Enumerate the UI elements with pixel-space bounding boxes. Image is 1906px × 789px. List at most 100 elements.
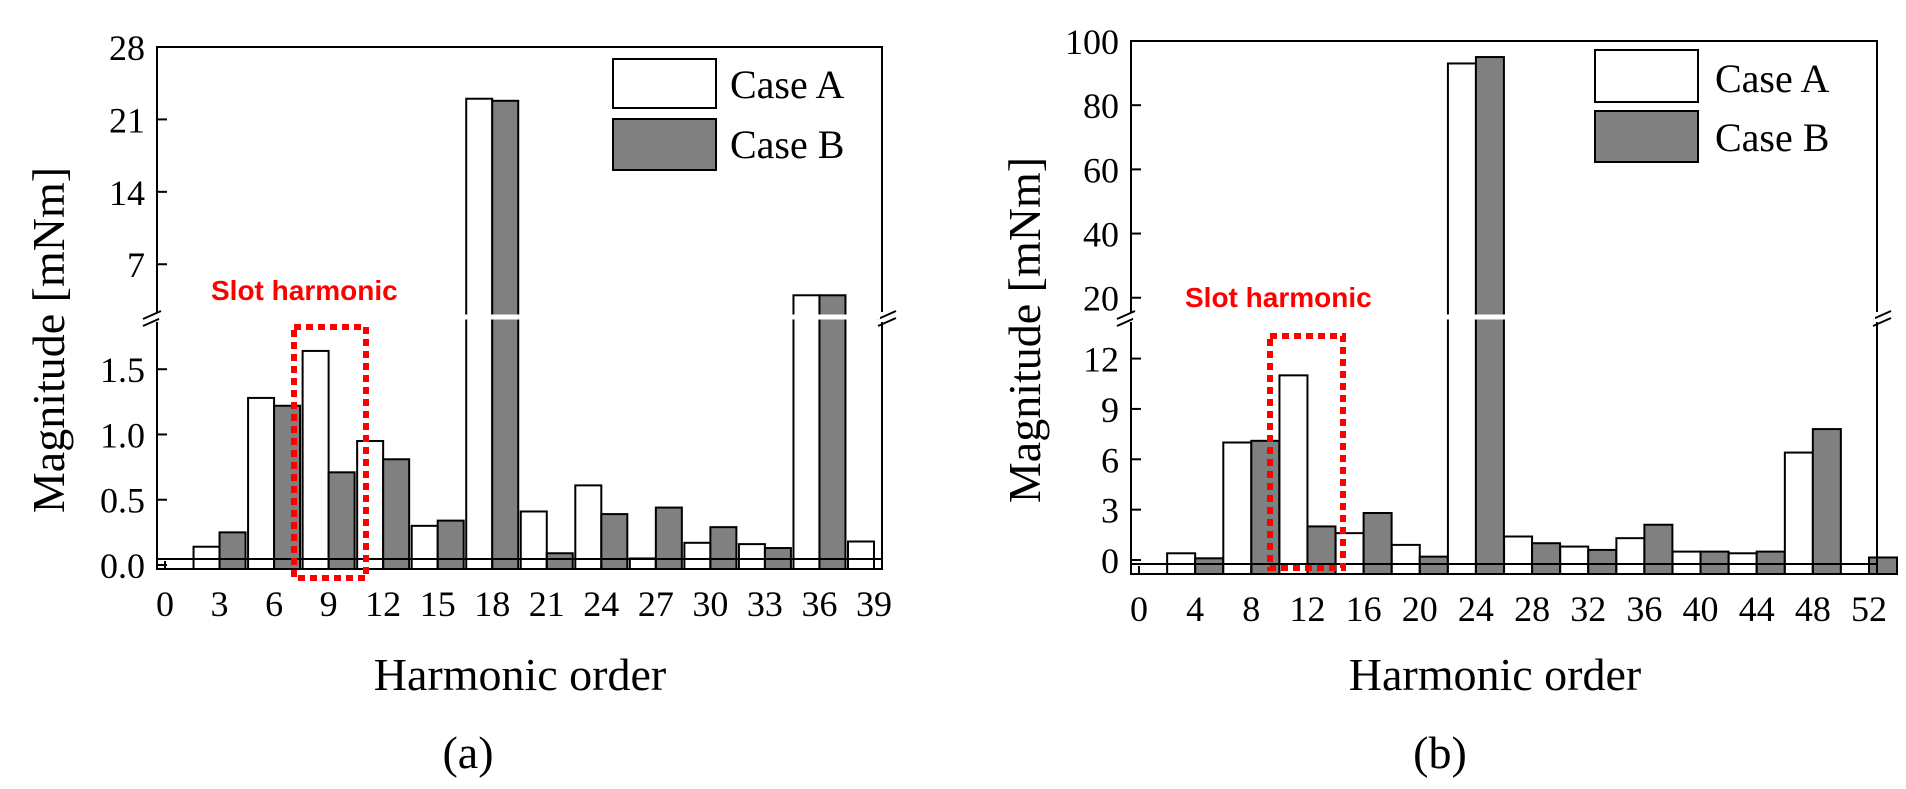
axis-break-mark-left-b (1116, 310, 1136, 327)
x-tick-label-a: 36 (801, 584, 837, 624)
bar-case-a-h39 (847, 540, 875, 570)
bar-case-a-h24 (574, 484, 603, 570)
bar-case-a-h32 (1559, 545, 1590, 575)
bar-case-b-h12 (382, 458, 411, 570)
bar-case-a-h40 (1671, 550, 1702, 575)
x-ticks-a: 0 3 6 9 12 15 18 21 24 27 30 33 36 39 (156, 561, 892, 624)
x-tick-label-a: 18 (474, 584, 510, 624)
y-ticks-a: 0.0 0.5 1.0 1.5 7 14 21 28 (100, 28, 167, 586)
axis-break-mark-left-a (142, 310, 162, 327)
legend-a: Case A Case B (612, 58, 845, 171)
bar-case-b-h3 (218, 531, 247, 570)
legend-swatch-case-a (612, 58, 717, 109)
bar-case-a-h27 (628, 557, 657, 571)
bar-case-a-h12 (1278, 374, 1309, 575)
y-tick-label-b: 40 (1083, 215, 1119, 255)
x-tick-label-b: 36 (1626, 589, 1662, 629)
x-tick-label-a: 39 (856, 584, 892, 624)
y-tick-label-b: 6 (1101, 440, 1119, 480)
x-tick-label-b: 40 (1683, 589, 1719, 629)
y-axis-label-a: Magnitude [mNm] (23, 167, 74, 513)
axis-break-gap-right-b (1875, 312, 1889, 322)
bar-case-b-h24 (600, 513, 629, 570)
bar-case-b-h36 (818, 294, 847, 570)
axis-break-gap-left-b (1119, 312, 1133, 322)
bar-case-b-h30 (709, 526, 738, 570)
axis-break-mark-right-a (877, 310, 897, 327)
y-tick-label-a: 1.0 (100, 415, 145, 455)
x-tick-label-a: 33 (747, 584, 783, 624)
y-tick-label-b: 0 (1101, 541, 1119, 581)
bar-case-b-h52 (1868, 556, 1898, 575)
bar-case-a-h48 (1783, 451, 1814, 576)
axis-break-gap-right-a (880, 312, 894, 322)
x-tick-label-b: 12 (1289, 589, 1325, 629)
y-ticks-b: 0 3 6 9 12 20 40 60 80 100 (1065, 22, 1141, 581)
x-tick-label-b: 24 (1458, 589, 1494, 629)
y-tick-label-b: 12 (1083, 340, 1119, 380)
x-tick-label-a: 6 (265, 584, 283, 624)
bar-case-a-h15 (410, 524, 439, 570)
x-ticks-b: 0 4 8 12 16 20 24 28 32 36 40 44 48 52 (1130, 566, 1887, 629)
bar-case-b-h40 (1699, 550, 1730, 575)
legend-swatch-case-b (612, 118, 717, 171)
bar-case-b-h18 (491, 99, 520, 571)
y-tick-label-b: 9 (1101, 390, 1119, 430)
y-tick-label-b: 60 (1083, 150, 1119, 190)
x-tick-label-b: 48 (1795, 589, 1831, 629)
bar-case-b-h15 (436, 519, 465, 570)
bar-case-a-h9 (301, 349, 330, 570)
y-tick-label-a: 0.5 (100, 481, 145, 521)
bar-case-a-h36 (1615, 537, 1646, 576)
bar-case-a-h12 (356, 440, 385, 570)
legend-swatch-case-a (1594, 49, 1699, 103)
x-axis-label-a: Harmonic order (374, 649, 667, 700)
y-tick-label-b: 100 (1065, 22, 1119, 62)
legend-b: Case A Case B (1594, 49, 1830, 163)
panel-label-a: (a) (442, 727, 493, 778)
plot-frame-b (1116, 40, 1892, 575)
plot-border-a (156, 46, 883, 570)
x-tick-label-b: 8 (1242, 589, 1260, 629)
x-tick-label-a: 24 (583, 584, 619, 624)
y-tick-label-a: 14 (109, 173, 145, 213)
bar-case-b-h8 (1250, 439, 1281, 576)
plot-border-b (1130, 40, 1878, 575)
bar-case-a-h16 (1334, 532, 1365, 576)
x-axis-label-b: Harmonic order (1349, 649, 1642, 700)
bar-case-b-h21 (545, 552, 574, 570)
bar-case-a-h20 (1390, 543, 1421, 576)
x-tick-label-b: 4 (1186, 589, 1204, 629)
legend-label-case-b: Case B (1715, 115, 1829, 160)
bar-case-b-h4 (1194, 557, 1225, 575)
x-tick-label-b: 20 (1402, 589, 1438, 629)
x-tick-label-b: 28 (1514, 589, 1550, 629)
slot-harmonic-box-a (291, 324, 369, 581)
legend-swatch-case-b (1594, 110, 1699, 163)
bar-case-b-h48 (1811, 428, 1842, 576)
y-axis-label-b: Magnitude [mNm] (999, 157, 1050, 503)
bar-case-b-h36 (1643, 523, 1674, 575)
bar-case-a-h6 (247, 396, 276, 571)
legend-label-case-a: Case A (730, 62, 845, 107)
bar-case-b-h9 (327, 471, 356, 571)
axis-break-gap-left-a (145, 312, 159, 322)
x-tick-label-a: 12 (365, 584, 401, 624)
y-tick-label-a: 28 (109, 28, 145, 68)
slot-harmonic-label-a: Slot harmonic (211, 275, 398, 306)
bar-case-a-h28 (1503, 535, 1534, 575)
legend-label-case-a: Case A (1715, 56, 1830, 101)
y-tick-label-b: 80 (1083, 86, 1119, 126)
x-tick-label-a: 9 (320, 584, 338, 624)
x-tick-label-b: 44 (1739, 589, 1775, 629)
x-tick-label-b: 0 (1130, 589, 1148, 629)
x-tick-label-a: 3 (211, 584, 229, 624)
x-tick-label-a: 27 (638, 584, 674, 624)
x-tick-label-a: 21 (529, 584, 565, 624)
slot-harmonic-box-b (1267, 333, 1346, 571)
x-tick-label-a: 30 (692, 584, 728, 624)
y-tick-label-b: 20 (1083, 279, 1119, 319)
